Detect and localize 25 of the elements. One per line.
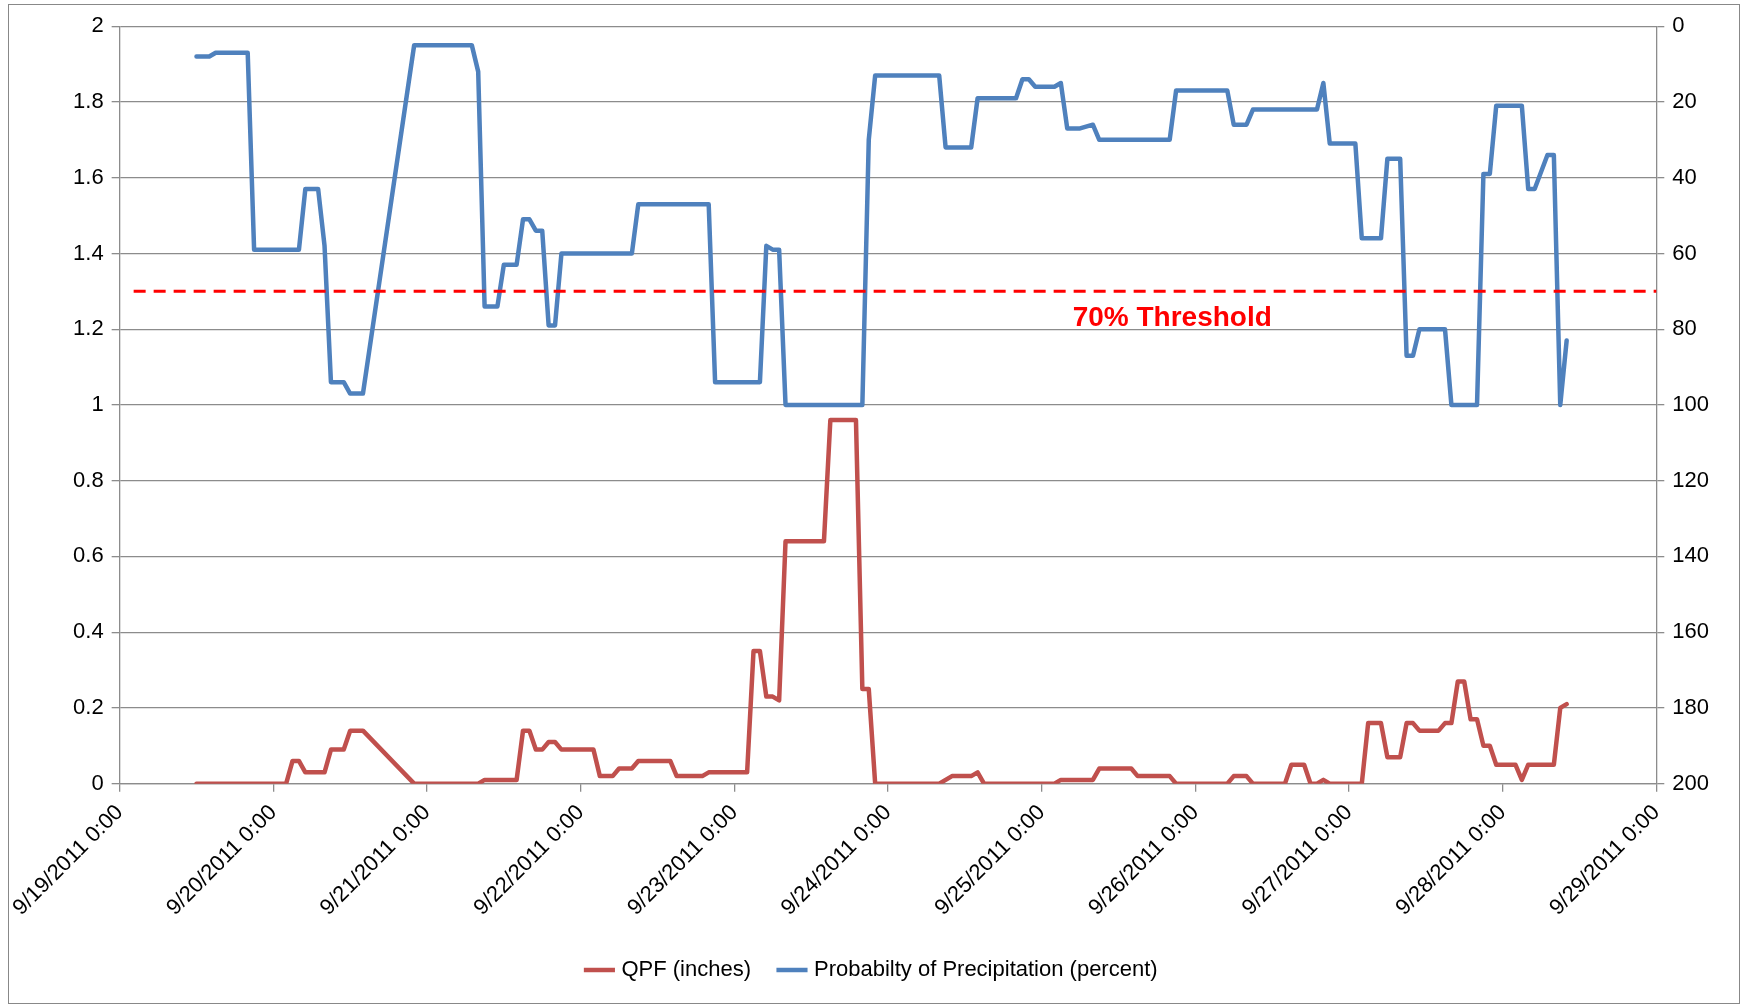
y-tick-label: 0.8	[73, 466, 104, 492]
y2-tick-label: 140	[1672, 542, 1710, 568]
y-tick-label: 1.8	[73, 88, 104, 114]
y-tick-label: 0.4	[73, 618, 104, 644]
legend-label: Probabilty of Precipitation (percent)	[813, 956, 1158, 982]
y2-tick-label: 200	[1672, 769, 1710, 795]
y-tick-label: 1.2	[73, 315, 104, 341]
y2-tick-label: 180	[1672, 694, 1710, 719]
y-tick-label: 0.6	[73, 542, 104, 568]
legend-label: QPF (inches)	[621, 956, 751, 982]
y2-tick-label: 80	[1672, 315, 1697, 341]
y2-tick-label: 20	[1672, 88, 1697, 114]
y-tick-label: 0	[91, 769, 104, 795]
y2-tick-label: 0	[1672, 12, 1685, 38]
ref-line-label: 70% Threshold	[1072, 301, 1272, 333]
y2-tick-label: 120	[1672, 466, 1710, 492]
y2-tick-label: 100	[1672, 391, 1710, 416]
y-tick-label: 0.2	[73, 694, 104, 719]
y2-tick-label: 60	[1672, 239, 1697, 265]
y2-tick-label: 160	[1672, 618, 1710, 644]
y2-tick-label: 40	[1672, 163, 1697, 189]
y-tick-label: 2	[91, 12, 104, 38]
y-tick-label: 1.6	[73, 163, 104, 189]
y-tick-label: 1.4	[73, 239, 104, 265]
y-tick-label: 1	[91, 391, 104, 416]
